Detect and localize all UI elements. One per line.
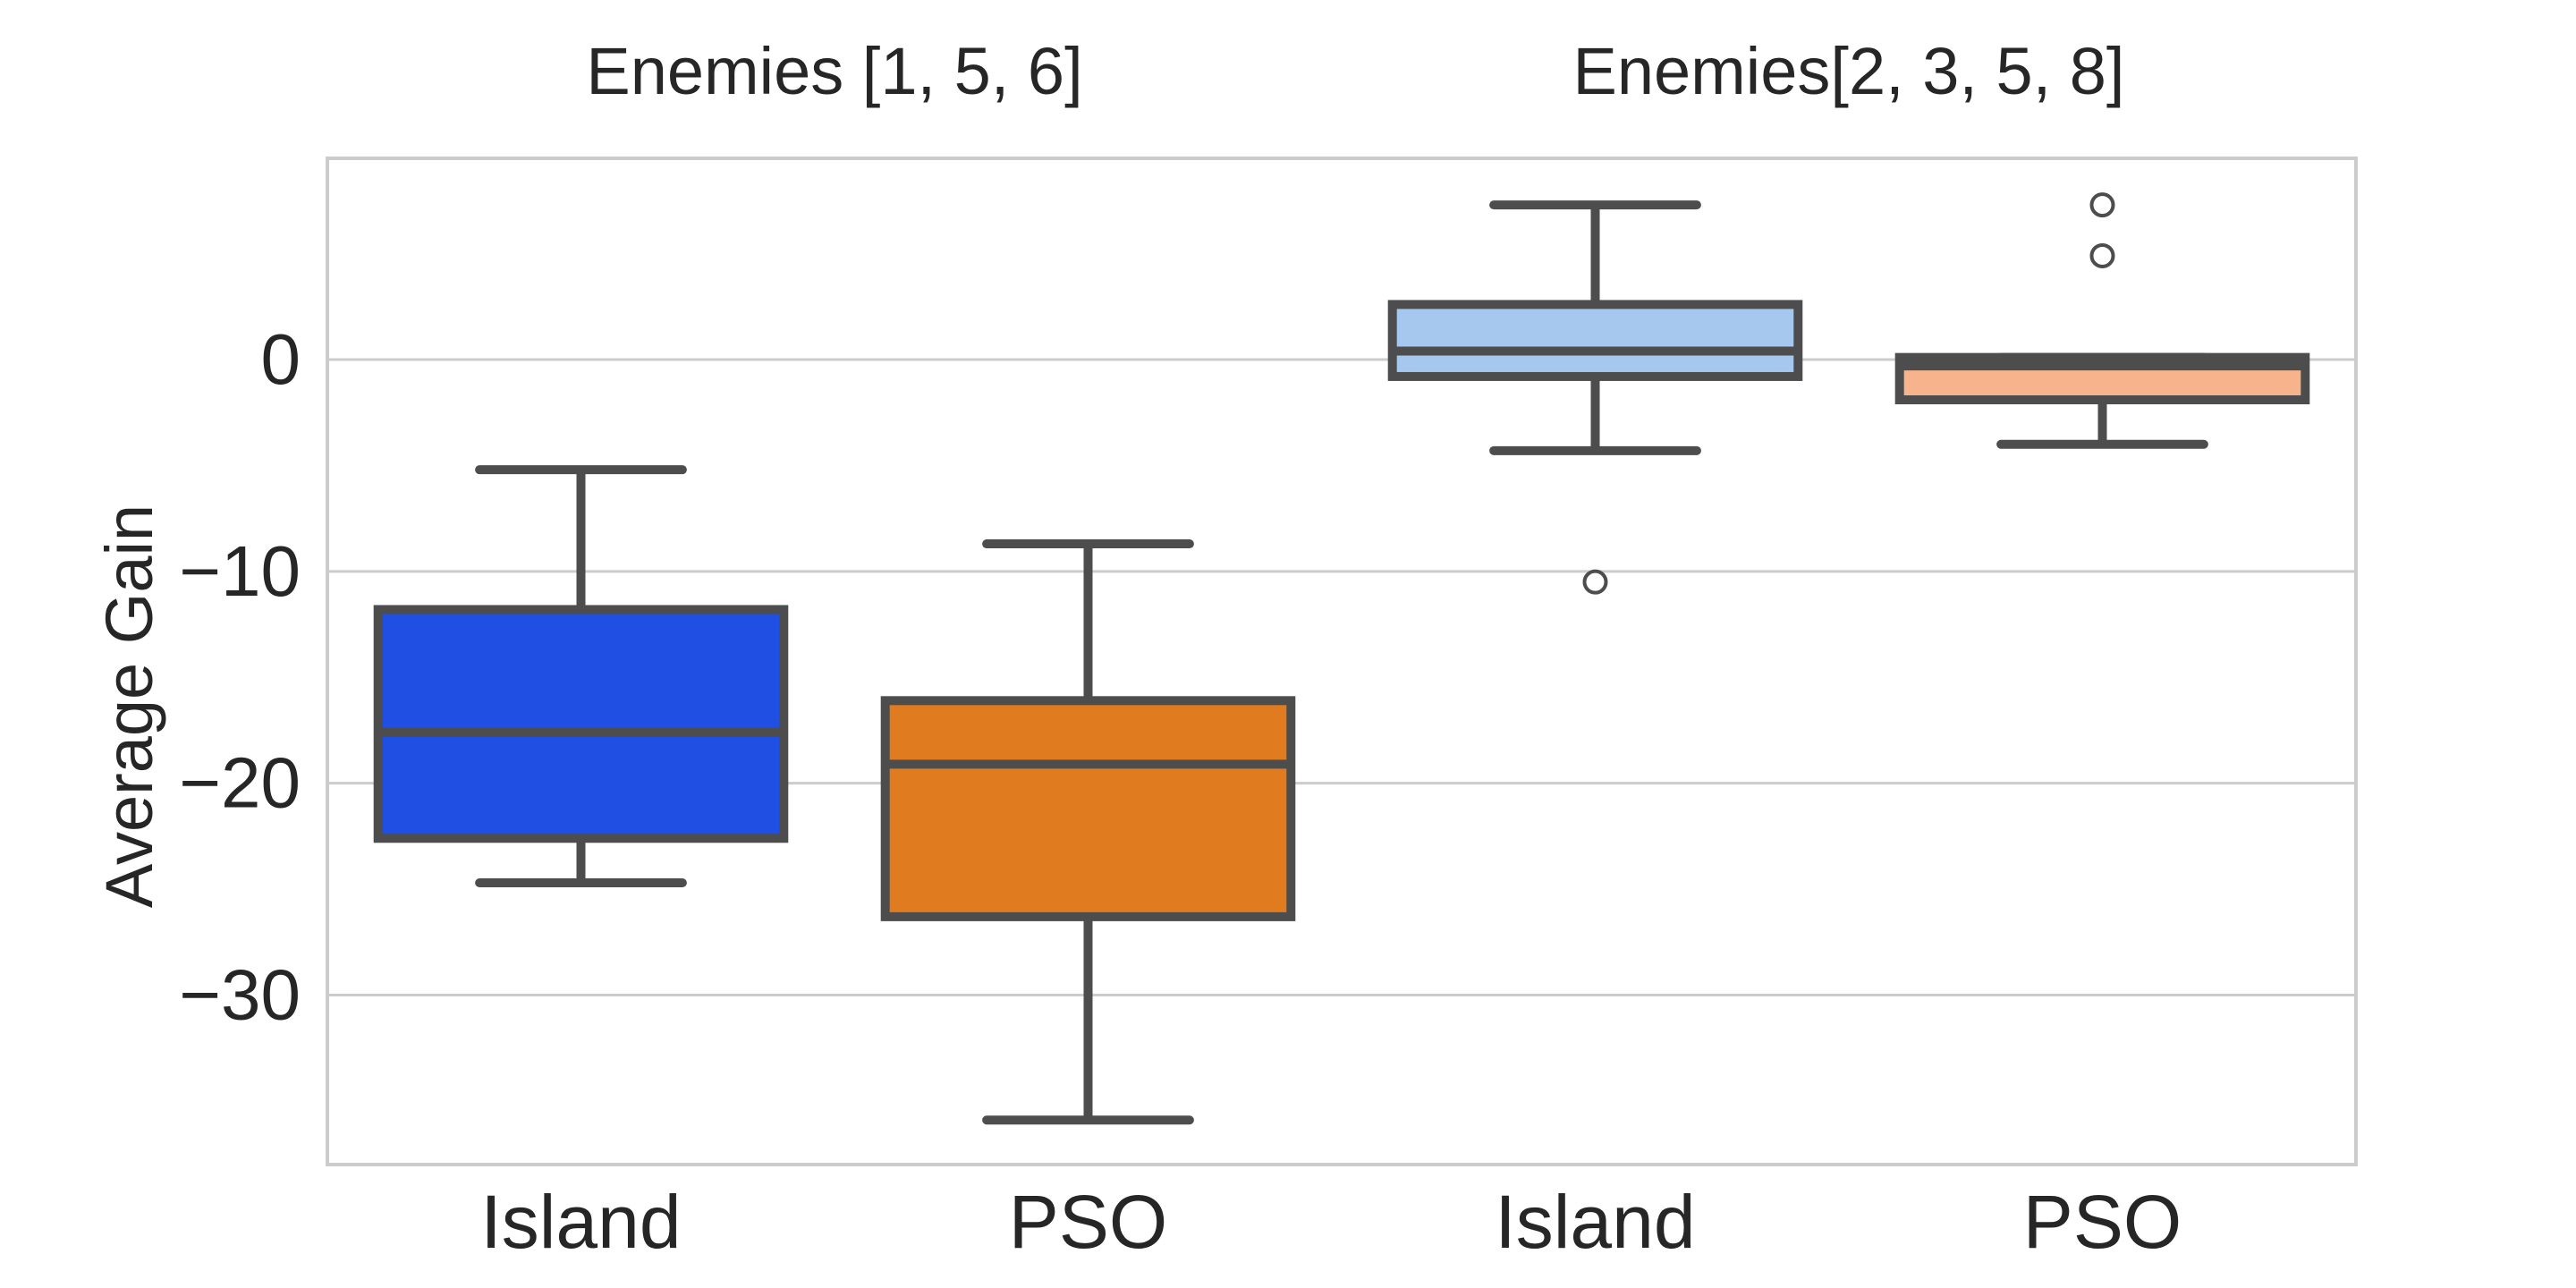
box-body — [373, 605, 789, 843]
box-body — [1387, 300, 1803, 381]
plot-frame — [326, 157, 2358, 1166]
x-tick-label: PSO — [2023, 1180, 2182, 1264]
box-island-group2 — [1387, 200, 1803, 595]
box-pso-group1 — [880, 539, 1296, 1125]
outlier-point — [1582, 569, 1608, 595]
group-title: Enemies [1, 5, 6] — [586, 34, 1082, 108]
x-tick-label: PSO — [1009, 1180, 1167, 1264]
box-pso-group2 — [1894, 192, 2310, 449]
x-tick-label: Island — [480, 1180, 681, 1264]
x-tick-label: Island — [1495, 1180, 1695, 1264]
y-tick-label: −20 — [179, 743, 301, 823]
y-tick-label: 0 — [261, 319, 301, 399]
outlier-point — [2089, 242, 2115, 268]
group-title: Enemies[2, 3, 5, 8] — [1572, 34, 2124, 108]
y-tick-label: −10 — [179, 531, 301, 611]
y-axis-label: Average Gain — [92, 504, 166, 908]
boxes — [373, 192, 2310, 1125]
box-island-group1 — [373, 465, 789, 887]
box-body — [880, 696, 1296, 921]
chart-text: Average Gain 0 −10 −20 −30 Enemies [1, 5, 6]… — [92, 34, 2182, 1264]
outlier-point — [2089, 192, 2115, 218]
y-tick-label: −30 — [179, 955, 301, 1035]
